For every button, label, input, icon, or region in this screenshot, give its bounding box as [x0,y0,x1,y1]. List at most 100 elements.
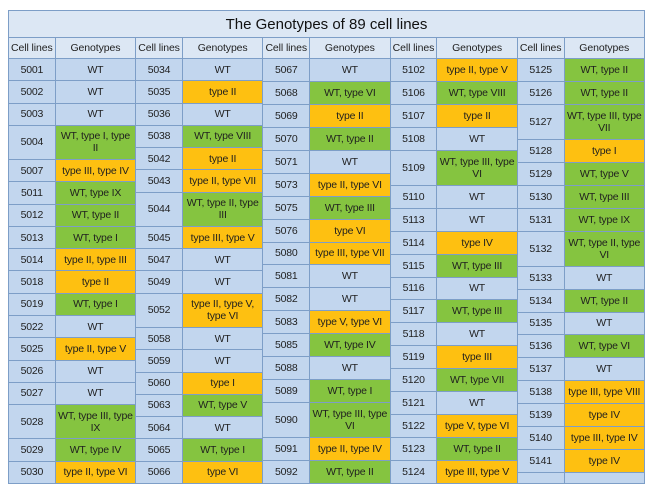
table-row: 5140 type III, type IV [517,427,645,451]
cell-line-number: 5059 [136,350,183,372]
cell-line-number: 5028 [9,405,56,439]
cell-line-number: 5012 [9,204,56,226]
table-row: 5119 type III [390,346,517,370]
cell-line-number: 5136 [517,335,565,358]
table-row: 5073 type II, type VI [263,173,390,197]
table-title: The Genotypes of 89 cell lines [9,11,644,38]
cell-line-number: 5088 [263,357,311,380]
cell-line-number: 5134 [517,289,565,312]
table-row: 5108 WT [390,127,517,151]
cell-line-number: 5126 [517,81,565,104]
cell-line-number: 5137 [517,358,565,381]
table-row: 5138 type III, type VIII [517,381,645,405]
cell-line-number [517,473,565,483]
column-header-genotypes: Genotypes [324,42,375,54]
cell-line-number: 5091 [263,438,311,460]
genotype-value: WT, type II [55,204,136,226]
column-header-cell-lines: Cell lines [263,38,311,58]
column-pair-header: Cell lines Genotypes [390,38,517,59]
cell-line-number: 5113 [390,208,438,231]
cell-line-number: 5014 [9,249,56,271]
cell-line-number: 5035 [136,81,183,103]
column-pair-header: Cell lines Genotypes [517,38,645,59]
table-row: 5083 type V, type VI [263,311,390,335]
cell-line-number: 5049 [136,271,183,293]
genotype-value: type II, type V [55,338,136,360]
table-row: 5047 WT [136,249,263,272]
genotype-value: WT [310,357,390,380]
table-row: 5120 WT, type VII [390,369,517,393]
genotype-value: type II, type V [437,59,517,81]
table-row: 5004 WT, type I, type II [9,125,136,161]
table-row: 5011 WT, type IX [9,182,136,205]
table-row: 5132 WT, type II, type VI [517,231,645,267]
table-row: 5065 WT, type I [136,439,263,462]
cell-line-number: 5034 [136,59,183,81]
column-pair-header: Cell lines Genotypes [263,38,390,59]
table-row: 5001 WT [9,59,136,82]
cell-line-number: 5070 [263,127,311,150]
column-pair-header: Cell lines Genotypes [136,38,263,59]
genotype-value: WT, type II [437,438,517,460]
genotype-value: WT, type I, type II [55,125,136,160]
column-header-cell-lines: Cell lines [9,38,56,58]
cell-line-number: 5066 [136,461,183,483]
cell-line-number: 5047 [136,249,183,271]
cell-line-number: 5071 [263,150,311,173]
genotype-value: WT [310,59,390,81]
table-row: 5136 WT, type VI [517,335,645,359]
genotype-value: WT [55,382,136,405]
table-row: 5080 type III, type VII [263,242,390,266]
table-row: 5068 WT, type VI [263,81,390,105]
table-row: 5069 type II [263,104,390,128]
genotype-value: WT, type II [310,461,390,483]
table-row: 5091 type II, type IV [263,438,390,461]
table-row: 5116 WT [390,277,517,301]
table-row: 5085 WT, type IV [263,334,390,358]
table-row: 5114 type IV [390,231,517,255]
genotype-value: WT [564,358,644,381]
cell-line-number: 5030 [9,461,56,483]
column-header-cell-lines: Cell lines [391,38,438,58]
cell-line-number: 5018 [9,271,56,293]
genotype-value: type II, type VII [182,170,263,192]
table-row: 5007 type III, type IV [9,160,136,183]
cell-line-number: 5135 [517,312,565,335]
genotype-value: type II, type IV [310,438,390,460]
genotype-value: WT [437,208,517,231]
cell-line-number: 5067 [263,59,311,81]
genotype-value: WT [437,185,517,208]
table-row: 5028 WT, type III, type IX [9,405,136,440]
genotype-value: WT [182,271,263,293]
cell-line-number: 5065 [136,439,183,461]
genotype-value: WT [310,265,390,288]
table-row: 5092 WT, type II [263,461,390,483]
genotype-value: type V, type VI [310,311,390,334]
cell-line-number: 5108 [390,127,438,150]
genotype-value: WT [55,360,136,382]
table-row: 5107 type II [390,104,517,128]
table-row: 5060 type I [136,372,263,395]
genotype-table: The Genotypes of 89 cell lines Cell line… [8,10,645,484]
table-row: 5075 WT, type III [263,196,390,220]
cell-line-number: 5080 [263,242,311,265]
table-row: 5052 type II, type V, type VI [136,293,263,329]
table-row: 5127 WT, type III, type VII [517,104,645,140]
table-row: 5137 WT [517,358,645,382]
cell-line-number: 5068 [263,81,311,104]
table-row: 5090 WT, type III, type VI [263,403,390,439]
table-row: 5122 type V, type VI [390,415,517,439]
table-row: 5012 WT, type II [9,204,136,227]
genotype-value: WT [437,323,517,346]
cell-line-number: 5073 [263,173,311,196]
cell-line-number: 5007 [9,160,56,182]
cell-line-number: 5123 [390,438,438,460]
cell-line-number: 5076 [263,219,311,242]
genotype-value: WT, type III [564,185,644,208]
table-row: 5110 WT [390,185,517,209]
genotype-value: type II [310,104,390,127]
column-rows: 5067 WT 5068 WT, type VI 5069 type II 5070 WT, … [263,59,390,483]
genotype-value: WT [55,315,136,338]
column-header-genotypes: Genotypes [579,42,630,54]
cell-line-number: 5127 [517,104,565,139]
